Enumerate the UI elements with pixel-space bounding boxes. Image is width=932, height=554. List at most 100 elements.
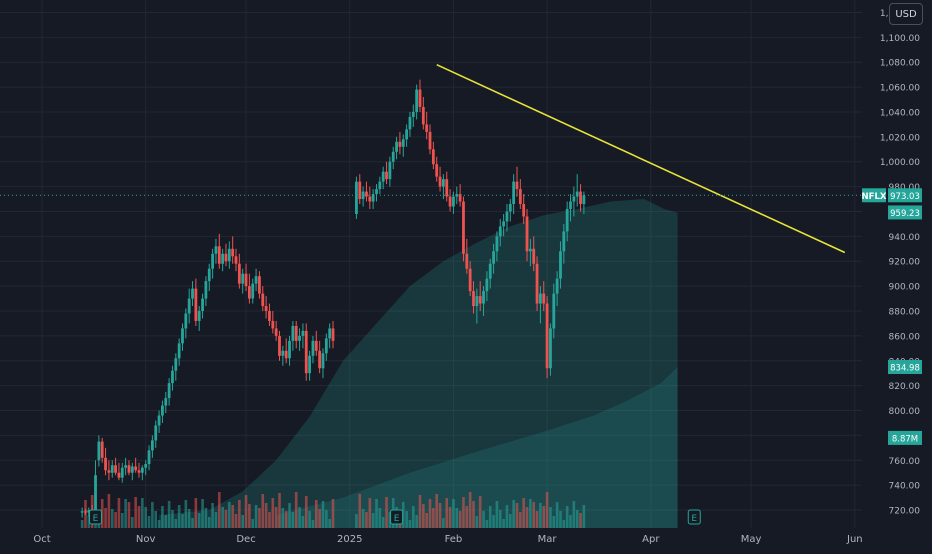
candle-body[interactable]: [221, 253, 225, 264]
candle-body[interactable]: [431, 149, 435, 165]
candle-body[interactable]: [247, 286, 251, 299]
candle-body[interactable]: [535, 263, 539, 304]
candle-body[interactable]: [130, 466, 134, 473]
candle-body[interactable]: [518, 189, 522, 205]
candle-body[interactable]: [264, 306, 268, 312]
candle-body[interactable]: [381, 171, 385, 182]
candle-body[interactable]: [452, 196, 455, 207]
candle-body[interactable]: [318, 350, 322, 369]
candle-body[interactable]: [421, 106, 425, 125]
candle-body[interactable]: [324, 338, 328, 354]
candle-body[interactable]: [154, 425, 158, 441]
candle-body[interactable]: [358, 181, 362, 200]
candle-body[interactable]: [395, 141, 398, 152]
earnings-marker[interactable]: [687, 509, 701, 525]
candle-body[interactable]: [579, 191, 582, 205]
candle-body[interactable]: [442, 179, 445, 187]
candle-body[interactable]: [274, 328, 278, 336]
candle-body[interactable]: [97, 441, 101, 461]
candle-body[interactable]: [161, 405, 164, 416]
candle-body[interactable]: [545, 303, 549, 369]
candle-body[interactable]: [528, 248, 532, 252]
candle-body[interactable]: [472, 291, 475, 307]
candle-body[interactable]: [428, 131, 432, 150]
candle-body[interactable]: [187, 298, 191, 314]
candle-body[interactable]: [237, 263, 241, 284]
candle-body[interactable]: [418, 89, 422, 107]
candle-body[interactable]: [164, 398, 168, 406]
candle-body[interactable]: [572, 196, 576, 202]
candle-body[interactable]: [150, 440, 154, 451]
candle-body[interactable]: [120, 467, 124, 478]
candle-body[interactable]: [110, 465, 114, 473]
candle-body[interactable]: [458, 194, 462, 202]
candle-body[interactable]: [398, 141, 402, 147]
candle-body[interactable]: [100, 441, 104, 458]
candle-body[interactable]: [498, 226, 502, 237]
candle-body[interactable]: [271, 320, 275, 329]
candle-body[interactable]: [140, 467, 144, 473]
candle-body[interactable]: [408, 116, 412, 130]
candle-body[interactable]: [227, 248, 231, 262]
candle-body[interactable]: [378, 181, 382, 190]
candle-body[interactable]: [87, 510, 91, 513]
candle-body[interactable]: [80, 511, 84, 513]
candle-body[interactable]: [147, 450, 151, 465]
candle-body[interactable]: [391, 151, 395, 162]
candle-body[interactable]: [462, 201, 465, 254]
candle-body[interactable]: [308, 355, 311, 374]
candle-body[interactable]: [492, 251, 495, 264]
candle-body[interactable]: [301, 330, 305, 336]
candle-body[interactable]: [552, 293, 556, 329]
candle-body[interactable]: [177, 343, 181, 359]
candle-body[interactable]: [104, 457, 107, 471]
candle-body[interactable]: [488, 263, 492, 279]
candle-body[interactable]: [181, 328, 184, 344]
candle-body[interactable]: [569, 201, 572, 209]
candle-body[interactable]: [478, 296, 482, 304]
candle-body[interactable]: [314, 340, 318, 351]
candle-body[interactable]: [194, 288, 198, 321]
candle-body[interactable]: [207, 268, 211, 282]
candle-body[interactable]: [288, 340, 291, 359]
candle-body[interactable]: [582, 195, 586, 205]
candle-body[interactable]: [502, 221, 506, 227]
candle-body[interactable]: [211, 253, 214, 269]
trendline[interactable]: [436, 63, 846, 254]
candle-body[interactable]: [134, 466, 138, 471]
candle-body[interactable]: [201, 298, 204, 312]
candle-body[interactable]: [505, 211, 509, 222]
candle-body[interactable]: [197, 311, 201, 321]
candle-body[interactable]: [261, 293, 265, 307]
candle-body[interactable]: [254, 276, 258, 284]
candle-body[interactable]: [522, 204, 526, 217]
candle-body[interactable]: [465, 253, 469, 269]
candle-body[interactable]: [401, 139, 405, 147]
candle-body[interactable]: [555, 278, 559, 294]
candle-body[interactable]: [425, 124, 429, 132]
candle-body[interactable]: [137, 470, 141, 473]
candle-body[interactable]: [468, 268, 472, 292]
candle-body[interactable]: [171, 370, 174, 384]
candle-body[interactable]: [485, 278, 489, 292]
candle-body[interactable]: [217, 246, 221, 264]
candle-body[interactable]: [532, 248, 536, 264]
candle-body[interactable]: [445, 179, 449, 197]
candle-body[interactable]: [385, 171, 388, 180]
candle-body[interactable]: [284, 350, 288, 359]
candle-body[interactable]: [365, 191, 368, 197]
candle-body[interactable]: [167, 383, 171, 399]
candle-body[interactable]: [127, 465, 131, 473]
candle-body[interactable]: [107, 470, 111, 473]
candle-body[interactable]: [475, 296, 479, 307]
candle-body[interactable]: [388, 161, 392, 180]
candle-body[interactable]: [144, 464, 148, 468]
candle-body[interactable]: [234, 256, 238, 264]
candle-body[interactable]: [512, 181, 516, 205]
candle-body[interactable]: [184, 313, 188, 329]
currency-button[interactable]: USD: [889, 3, 923, 25]
candle-body[interactable]: [562, 231, 566, 252]
candle-body[interactable]: [174, 358, 178, 371]
candle-body[interactable]: [157, 415, 161, 426]
